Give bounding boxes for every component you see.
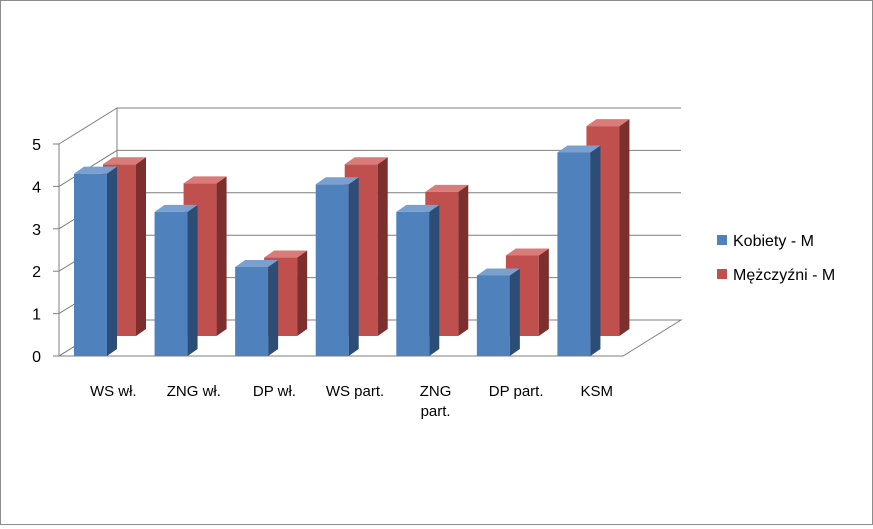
bar-side [538, 248, 549, 336]
bar-front [476, 275, 510, 356]
bar-top [505, 248, 549, 256]
y-tick-label: 1 [32, 307, 41, 324]
bar-side [268, 259, 279, 356]
x-tick-label: part. [421, 403, 451, 420]
bar-top [425, 184, 469, 192]
labels-layer: 0 1 2 3 4 5 WS wł. ZNG wł. DP wł. WS part. ZNG part… [32, 137, 613, 420]
y-tick-label: 3 [32, 222, 41, 239]
bar-side [187, 204, 198, 356]
legend-swatch [717, 235, 727, 245]
bar-top [344, 157, 388, 165]
bar [557, 145, 601, 356]
bar [396, 204, 440, 356]
x-tick-label: WS wł. [90, 383, 137, 400]
bar-side [136, 157, 146, 336]
bar-top [396, 204, 440, 212]
bar-front [315, 184, 349, 356]
y-tick-label: 4 [32, 179, 41, 196]
bar-front [557, 152, 591, 356]
bar-front [154, 211, 188, 356]
bar-side [216, 176, 227, 336]
bar [476, 268, 520, 356]
bar [74, 166, 117, 356]
x-tick-label: WS part. [326, 383, 384, 400]
bar-top [476, 268, 520, 276]
bar [315, 177, 359, 356]
bar-front [74, 173, 107, 356]
bar-side [509, 268, 520, 356]
bar-top [154, 204, 198, 212]
bar-side [348, 177, 359, 356]
bar-side [619, 119, 630, 337]
x-tick-label: DP part. [489, 383, 544, 400]
legend-label: Kobiety - M [733, 233, 814, 250]
legend: Kobiety - M Mężczyźni - M [717, 233, 835, 284]
bar-top [315, 177, 359, 185]
bar-top [235, 259, 279, 267]
legend-label: Mężczyźni - M [733, 267, 835, 284]
y-tick-label: 2 [32, 264, 41, 281]
bars-layer [74, 119, 630, 356]
bar-top [586, 119, 630, 127]
bar-top [103, 157, 146, 165]
bar-side [429, 204, 440, 356]
bar-front [235, 266, 269, 356]
bar-side [297, 250, 308, 336]
bar-front [396, 211, 430, 356]
x-tick-label: KSM [580, 383, 613, 400]
y-tick-label: 5 [32, 137, 41, 154]
bar-top [183, 176, 227, 184]
bar-side [590, 145, 601, 356]
bar [154, 204, 198, 356]
bar-side [458, 184, 469, 336]
bar-top [74, 166, 117, 174]
x-tick-label: ZNG [420, 383, 452, 400]
legend-swatch [717, 269, 727, 279]
bar-top [557, 145, 601, 153]
bar-side [107, 166, 117, 356]
bar-top [264, 250, 308, 258]
x-tick-label: DP wł. [253, 383, 296, 400]
x-tick-label: ZNG wł. [167, 383, 221, 400]
bar-side [377, 157, 388, 336]
bar [235, 259, 279, 356]
y-tick-label: 0 [32, 349, 41, 366]
